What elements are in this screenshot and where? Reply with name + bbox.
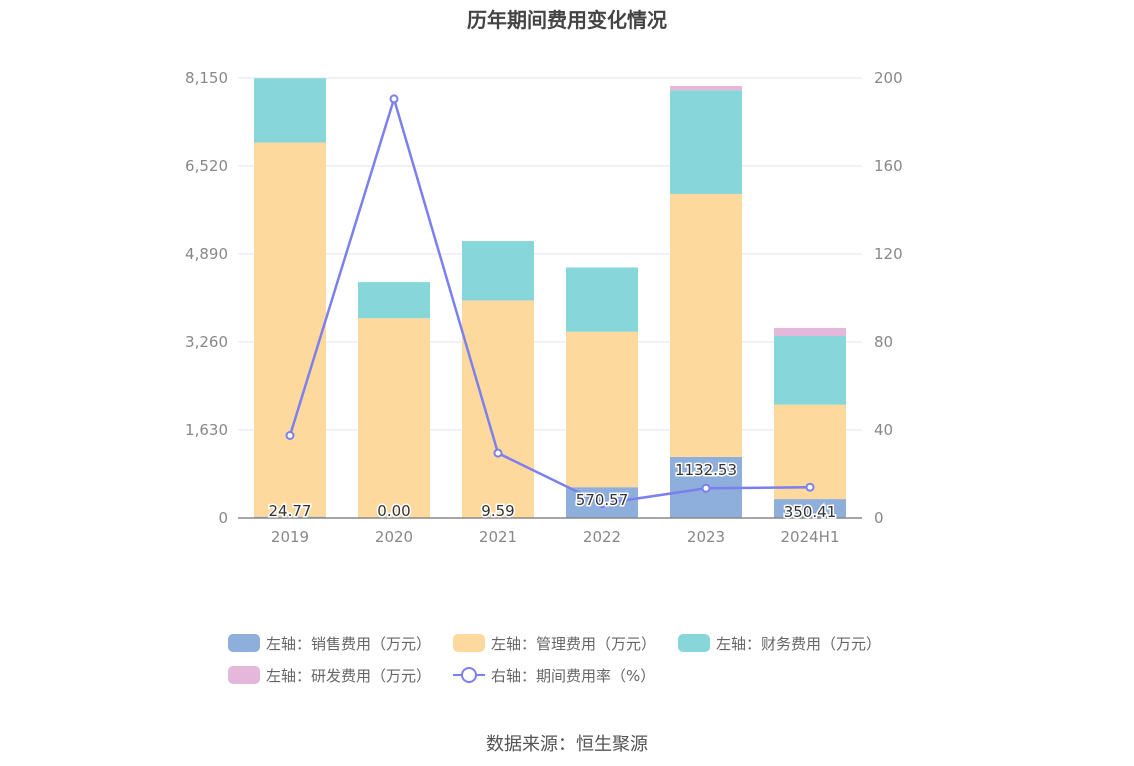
legend-item-finance[interactable]: 左轴：财务费用（万元） xyxy=(678,633,881,654)
legend-label-finance: 左轴：财务费用（万元） xyxy=(716,634,882,653)
bar-admin-2020 xyxy=(358,318,430,518)
bar-finance-2023 xyxy=(670,90,742,194)
bar-rnd-2023 xyxy=(670,85,742,91)
legend-label-admin: 左轴：管理费用（万元） xyxy=(491,634,657,653)
grid-layer xyxy=(238,77,862,431)
bar-finance-2019 xyxy=(254,78,326,143)
rate-point-2022 xyxy=(597,499,607,509)
rate-line xyxy=(288,94,811,505)
bar-rnd-2024H1 xyxy=(774,327,846,337)
legend-swatch-finance xyxy=(678,634,711,652)
bar-admin-2019 xyxy=(254,142,326,517)
rate-point-2020 xyxy=(389,94,399,104)
rate-point-2021 xyxy=(493,448,503,458)
bar-finance-2020 xyxy=(358,282,430,319)
legend-item-admin[interactable]: 左轴：管理费用（万元） xyxy=(453,633,656,654)
legend-row-1: 左轴：销售费用（万元） 左轴：管理费用（万元） 左轴：财务费用（万元） xyxy=(228,632,928,654)
bar-finance-2021 xyxy=(462,241,534,301)
data-label-sales: 570.57 xyxy=(576,491,629,509)
chart-title: 历年期间费用变化情况 xyxy=(467,8,667,32)
left-tick-label: 4,890 xyxy=(185,245,228,263)
bar-sales-2024H1 xyxy=(774,499,846,518)
rate-point-2023 xyxy=(701,483,711,493)
bar-admin-2022 xyxy=(566,331,638,488)
x-tick-label: 2024H1 xyxy=(781,528,840,546)
rate-point-2019 xyxy=(285,431,295,440)
legend-swatch-rate xyxy=(453,666,486,684)
legend-swatch-admin xyxy=(453,634,486,652)
legend: 左轴：销售费用（万元） 左轴：管理费用（万元） 左轴：财务费用（万元） 左轴：研… xyxy=(228,632,928,696)
legend-item-rnd[interactable]: 左轴：研发费用（万元） xyxy=(228,665,431,686)
left-tick-label: 0 xyxy=(218,509,228,527)
right-tick-label: 0 xyxy=(874,509,884,527)
line-layer xyxy=(285,94,815,509)
bars-layer xyxy=(254,78,846,518)
bar-admin-2023 xyxy=(670,193,742,457)
legend-label-rnd: 左轴：研发费用（万元） xyxy=(266,666,432,685)
legend-swatch-sales xyxy=(228,634,260,652)
x-tick-label: 2021 xyxy=(479,528,517,546)
axis-layer: 0 1,630 3,260 4,890 6,520 8,150 0 40 80 120 160 200… xyxy=(185,69,903,546)
right-tick-label: 40 xyxy=(874,421,893,439)
data-label-sales: 9.59 xyxy=(481,502,514,520)
legend-label-rate: 右轴：期间费用率（%） xyxy=(491,666,656,685)
legend-item-sales[interactable]: 左轴：销售费用（万元） xyxy=(228,633,431,654)
left-tick-label: 1,630 xyxy=(185,421,228,439)
source-note: 数据来源：恒生聚源 xyxy=(486,734,648,755)
left-tick-label: 3,260 xyxy=(185,333,228,351)
legend-row-2: 左轴：研发费用（万元） 右轴：期间费用率（%） xyxy=(228,664,928,686)
data-label-sales: 350.41 xyxy=(784,503,837,521)
right-tick-label: 80 xyxy=(874,333,893,351)
legend-label-sales: 左轴：销售费用（万元） xyxy=(266,634,432,653)
right-tick-label: 120 xyxy=(874,245,903,263)
right-tick-label: 200 xyxy=(874,69,903,87)
bar-admin-2021 xyxy=(462,300,534,518)
bar-finance-2022 xyxy=(566,267,638,332)
legend-circle-icon xyxy=(461,667,478,683)
x-tick-label: 2023 xyxy=(687,528,725,546)
left-tick-label: 6,520 xyxy=(185,157,228,175)
legend-item-rate[interactable]: 右轴：期间费用率（%） xyxy=(453,665,655,686)
legend-swatch-rnd xyxy=(228,666,260,684)
data-label-sales: 0.00 xyxy=(377,502,410,520)
bar-finance-2024H1 xyxy=(774,336,846,405)
left-tick-label: 8,150 xyxy=(185,69,228,87)
x-tick-label: 2022 xyxy=(583,528,621,546)
right-tick-label: 160 xyxy=(874,157,903,175)
x-tick-label: 2020 xyxy=(375,528,413,546)
rate-point-2024H1 xyxy=(805,482,815,492)
data-label-sales: 24.77 xyxy=(269,502,312,520)
data-label-sales: 1132.53 xyxy=(675,461,737,479)
chart-canvas: 0 1,630 3,260 4,890 6,520 8,150 0 40 80 120 160 200… xyxy=(185,69,903,546)
labels-layer: 24.77 0.00 9.59 570.57 1132.53 350.41 xyxy=(267,459,838,522)
x-tick-label: 2019 xyxy=(271,528,309,546)
